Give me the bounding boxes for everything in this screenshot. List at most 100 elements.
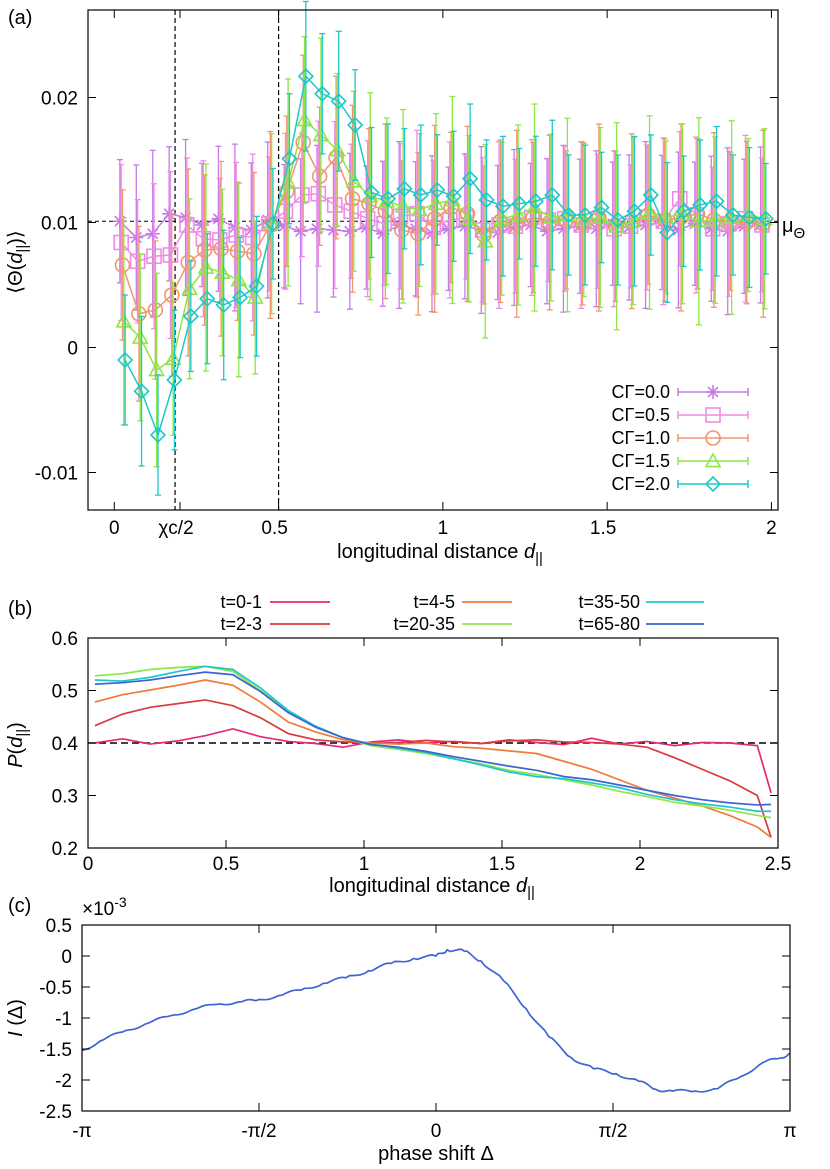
data-point xyxy=(461,170,479,187)
data-point xyxy=(145,226,160,241)
marker-stroke xyxy=(147,228,159,240)
legend-label: CΓ=2.0 xyxy=(612,474,670,494)
data-point xyxy=(310,221,325,236)
data-point xyxy=(314,85,331,102)
x-tick-label: 1.5 xyxy=(590,518,616,539)
panel-c-scale: ×10-3 xyxy=(82,894,127,920)
y-tick-label: -2 xyxy=(55,1071,72,1092)
panel-c-ylabel: I (Δ) xyxy=(5,999,27,1037)
x-tick-label: π/2 xyxy=(599,1121,628,1142)
data-point xyxy=(246,288,264,304)
y-tick-label: 0.4 xyxy=(52,734,79,755)
data-point xyxy=(675,203,692,220)
data-point xyxy=(310,185,327,202)
data-point xyxy=(525,209,542,226)
data-point xyxy=(691,196,709,214)
data-point xyxy=(277,203,294,220)
series-4 xyxy=(116,0,774,496)
data-point xyxy=(560,206,577,224)
x-tick-label: -π/2 xyxy=(241,1121,276,1142)
legend-marker xyxy=(704,475,722,493)
y-tick-label: 0.2 xyxy=(52,839,78,860)
series-line-I xyxy=(81,948,791,1093)
data-point xyxy=(116,351,134,369)
data-point xyxy=(394,197,412,213)
data-point xyxy=(476,232,494,248)
data-point xyxy=(213,240,229,257)
series-line xyxy=(123,118,765,372)
panel-c-xlabel: phase shift Δ xyxy=(378,1143,494,1165)
data-point xyxy=(179,217,195,233)
data-point xyxy=(279,173,297,189)
data-point xyxy=(494,198,512,215)
legend-label: CΓ=0.5 xyxy=(612,405,670,425)
data-point xyxy=(182,308,199,325)
data-point xyxy=(410,225,427,242)
panel-a-frame xyxy=(87,9,779,511)
panel-a-ylabel: ⟨Θ(d||)⟩ xyxy=(5,230,31,293)
data-point xyxy=(445,188,462,205)
data-point xyxy=(706,211,724,227)
panel-a: (a) 0 χc/2 0.5 1 1.5 2 -0.01 0 0.01 0.02 longitud… xyxy=(5,0,805,567)
data-point xyxy=(509,206,527,222)
data-point xyxy=(297,68,314,85)
data-point xyxy=(396,180,413,197)
data-point xyxy=(441,212,458,228)
data-point xyxy=(542,208,560,224)
data-point xyxy=(131,328,149,344)
data-point xyxy=(326,223,341,237)
data-point xyxy=(359,210,376,227)
y-tick-label: -2.5 xyxy=(39,1102,72,1123)
data-point xyxy=(163,287,180,303)
data-point xyxy=(294,187,310,203)
data-point xyxy=(281,150,298,167)
series-3 xyxy=(115,36,773,468)
panel-a-label: (a) xyxy=(8,7,32,29)
data-point xyxy=(493,210,511,226)
data-point xyxy=(593,199,610,216)
x-tick-label: 0.5 xyxy=(213,854,239,875)
data-point xyxy=(214,263,231,279)
x-tick-label: χc/2 xyxy=(158,518,193,539)
legend-marker xyxy=(705,430,721,446)
data-point xyxy=(164,350,182,366)
data-point xyxy=(609,211,627,229)
data-point xyxy=(704,220,721,237)
data-point xyxy=(642,186,659,204)
series-line xyxy=(120,192,763,263)
data-point xyxy=(626,203,643,220)
data-point xyxy=(246,245,262,262)
data-point xyxy=(199,290,216,307)
data-point xyxy=(427,195,445,211)
legend-label: CΓ=0.0 xyxy=(612,382,670,402)
data-point xyxy=(147,302,164,318)
data-point xyxy=(641,203,658,219)
data-point xyxy=(429,181,446,199)
series-line-1 xyxy=(94,699,772,838)
panel-a-legend: CΓ=0.0 CΓ=0.5 CΓ=1.0 CΓ=1.5 CΓ=2.0 xyxy=(612,382,749,494)
data-point xyxy=(264,215,282,232)
y-tick-label: 0.3 xyxy=(52,787,78,808)
data-point xyxy=(115,312,133,328)
data-point xyxy=(148,361,166,377)
x-tick-label: 2.5 xyxy=(765,854,791,875)
y-tick-label: 0.01 xyxy=(41,214,78,235)
y-tick-label: 0.6 xyxy=(52,629,78,650)
legend-marker xyxy=(704,452,722,468)
x-tick-label: π xyxy=(783,1121,796,1142)
panel-c: (c) ×10-3 -π -π/2 0 π/2 π -2.5 -2 -1.5 -1 -0.5 0 0.… xyxy=(5,894,797,1165)
data-point xyxy=(326,197,343,213)
panel-a-xlabel: longitudinal distance d|| xyxy=(337,541,543,567)
x-tick-label: 0 xyxy=(83,854,94,875)
y-tick-label: -1.5 xyxy=(39,1040,72,1061)
data-point xyxy=(329,141,346,157)
x-tick-label: 2 xyxy=(766,518,777,539)
panel-a-hline-label: μΘ xyxy=(782,215,805,242)
series-line-4 xyxy=(94,665,772,813)
data-point xyxy=(478,191,495,209)
legend-label: t=0-1 xyxy=(220,592,262,612)
data-point xyxy=(131,305,147,322)
data-point xyxy=(363,184,380,201)
legend-label: t=2-3 xyxy=(220,614,262,634)
